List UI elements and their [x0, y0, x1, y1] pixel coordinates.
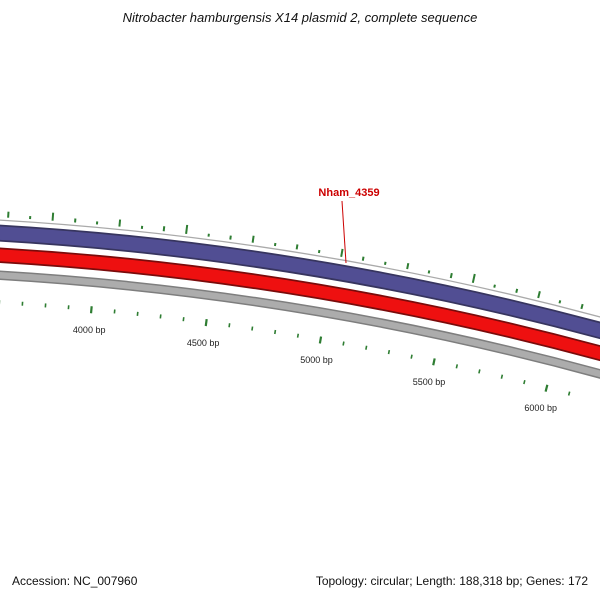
feature-label: Nham_4359 [318, 187, 379, 199]
gene-tick [51, 212, 55, 221]
gene-tick [580, 303, 584, 310]
ruler-minor-tick [251, 326, 254, 331]
bp-ruler: 4000 bp 4500 bp 5000 bp 5500 bp 6000 bp [0, 300, 571, 413]
purple-ring [0, 226, 600, 338]
gene-tick [162, 226, 166, 232]
ruler-major-tick [318, 336, 323, 344]
gene-tick [185, 224, 189, 234]
sequence-rings [0, 219, 600, 379]
red-ring [0, 249, 600, 360]
gene-tick [361, 256, 365, 261]
ruler-label: 6000 bp [524, 403, 557, 413]
feature-callout: Nham_4359 [318, 187, 380, 264]
gene-tick [449, 272, 453, 279]
gene-tick-marks [7, 211, 600, 314]
ruler-major-tick [432, 358, 436, 366]
gene-tick [118, 219, 122, 227]
gene-tick [251, 235, 255, 243]
ruler-minor-tick [478, 369, 481, 374]
ruler-minor-tick [387, 349, 391, 355]
frame-arc [0, 219, 600, 318]
gene-tick [384, 261, 387, 265]
ruler-label: 4000 bp [73, 325, 106, 335]
ruler-minor-tick [365, 345, 368, 350]
gene-tick [340, 248, 344, 257]
ruler-label: 5000 bp [300, 355, 333, 365]
gene-tick [427, 270, 431, 274]
ruler-major-tick [204, 318, 208, 327]
gene-tick [515, 288, 519, 293]
gene-tick [295, 244, 299, 250]
ruler-minor-tick [455, 364, 459, 369]
ruler-label: 4500 bp [187, 338, 220, 348]
gray-ring [0, 272, 600, 378]
ruler-major-tick [89, 306, 93, 314]
page-title: Nitrobacter hamburgensis X14 plasmid 2, … [122, 10, 478, 25]
topology-text: Topology: circular; Length: 188,318 bp; … [315, 574, 588, 588]
feature-callout-line [341, 200, 347, 264]
ruler-label: 5500 bp [413, 377, 446, 387]
gene-tick [229, 235, 232, 240]
ruler-minor-tick [274, 329, 277, 335]
ruler-major-tick [544, 384, 549, 392]
accession-text: Accession: NC_007960 [12, 574, 138, 588]
ruler-minor-tick [500, 374, 504, 379]
gene-tick [471, 273, 476, 284]
ruler-minor-tick [296, 333, 300, 338]
gene-tick [558, 300, 562, 304]
ruler-minor-tick [523, 380, 526, 385]
ruler-minor-tick [410, 354, 413, 359]
status-bar: Accession: NC_007960 Topology: circular;… [12, 574, 588, 588]
ruler-minor-tick [567, 391, 571, 396]
ruler-minor-tick [228, 323, 231, 328]
ruler-minor-tick [342, 341, 345, 346]
gene-tick [406, 262, 410, 270]
gene-tick [493, 284, 496, 288]
gene-tick [537, 290, 541, 299]
